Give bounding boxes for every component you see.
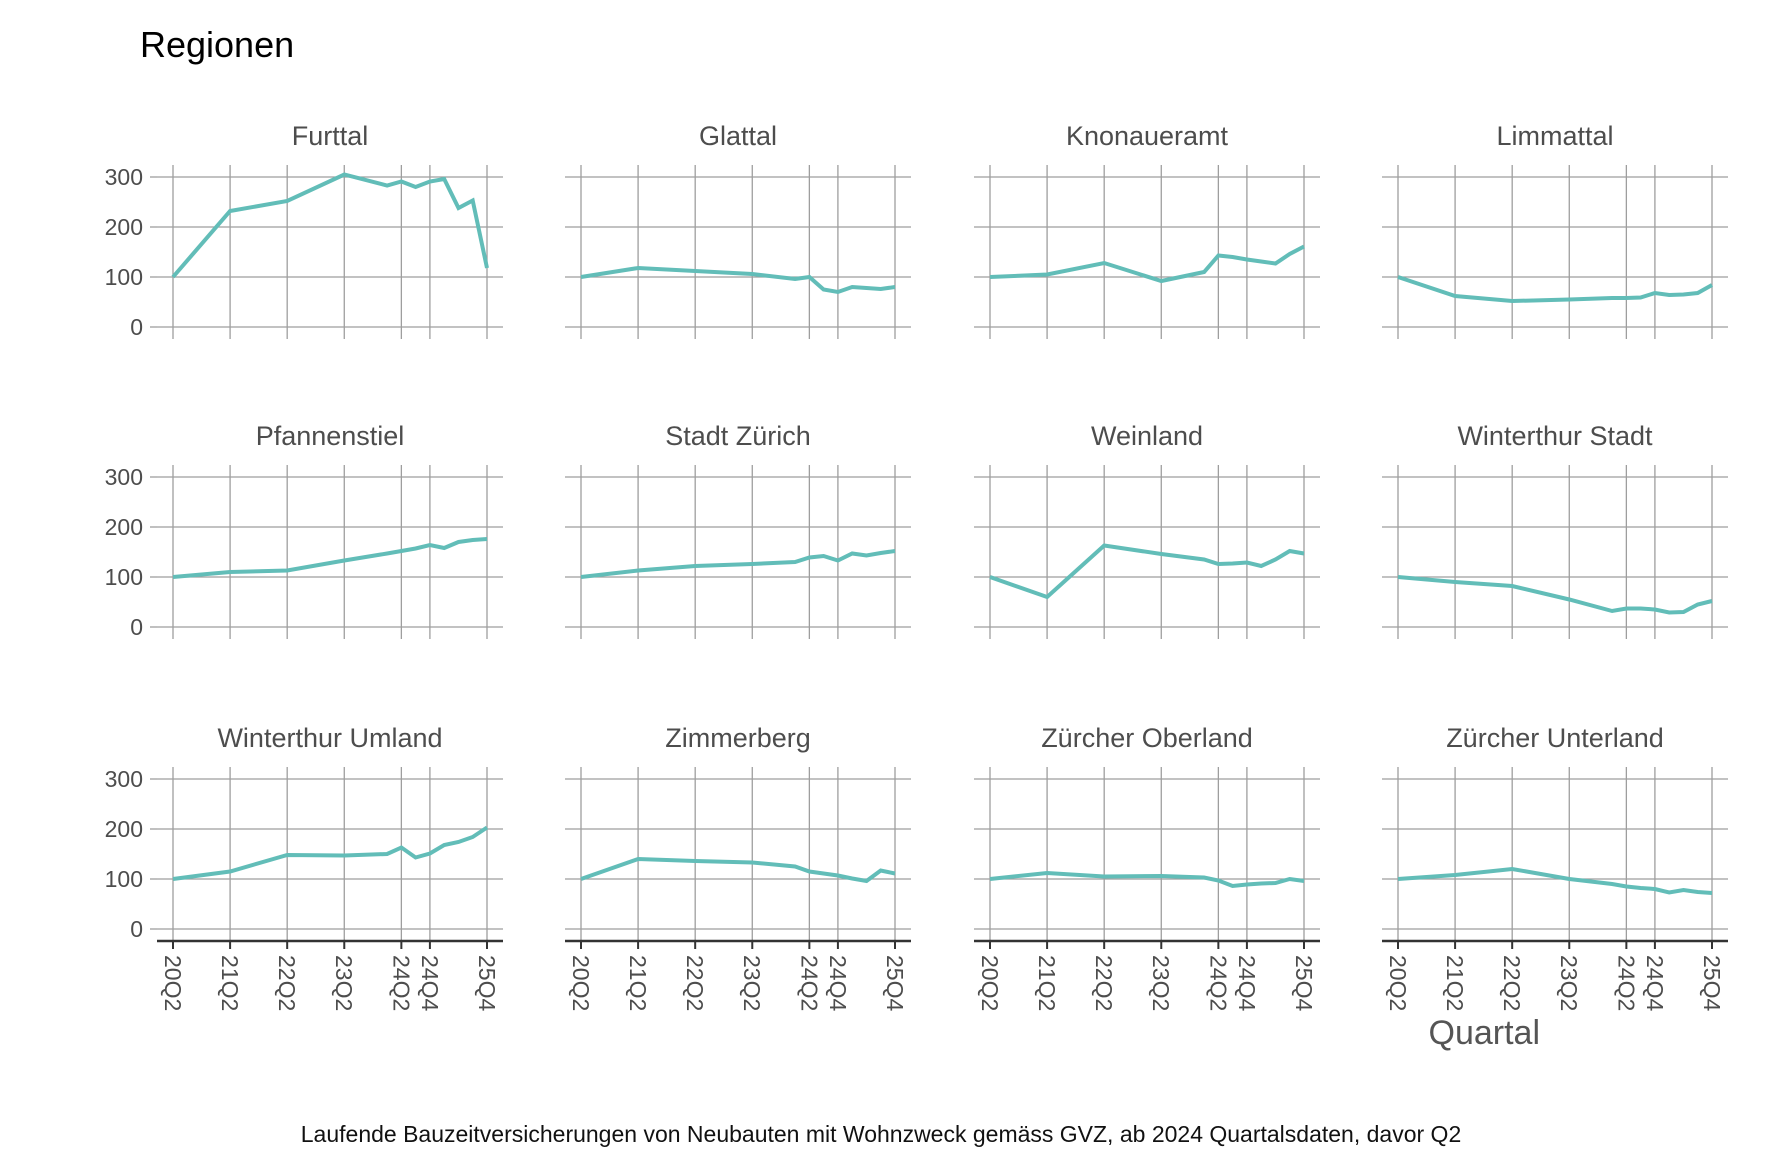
facet-panel: Glattal bbox=[565, 121, 911, 339]
facet-panel: Winterthur Umland 0 100 200 300 20Q2 21Q2 22Q2 2… bbox=[105, 723, 503, 1011]
facet-title: Winterthur Stadt bbox=[1457, 421, 1653, 451]
series-line bbox=[1397, 275, 1713, 304]
y-tick-label: 200 bbox=[105, 514, 143, 540]
series-line bbox=[580, 265, 896, 295]
series-line bbox=[989, 543, 1305, 600]
facet-title: Zimmerberg bbox=[665, 723, 811, 753]
y-tick-label: 100 bbox=[105, 264, 143, 290]
figure-title: Regionen bbox=[140, 24, 295, 65]
x-tick-label: 23Q2 bbox=[1148, 955, 1174, 1011]
facet-panel: Knonaueramt bbox=[974, 121, 1320, 339]
facet-panel: Stadt Zürich bbox=[565, 421, 911, 639]
x-tick-label: 20Q2 bbox=[1385, 955, 1411, 1011]
x-tick-label: 21Q2 bbox=[1442, 955, 1468, 1011]
x-tick-label: 23Q2 bbox=[1556, 955, 1582, 1011]
x-axis-title: Quartal bbox=[1428, 1014, 1541, 1052]
x-tick-label: 24Q4 bbox=[825, 955, 851, 1011]
x-tick-label: 23Q2 bbox=[331, 955, 357, 1011]
x-tick-label: 22Q2 bbox=[274, 955, 300, 1011]
x-tick-label: 24Q4 bbox=[417, 955, 443, 1011]
x-tick-label: 21Q2 bbox=[625, 955, 651, 1011]
facet-title: Zürcher Unterland bbox=[1446, 723, 1664, 753]
x-tick-label: 24Q2 bbox=[1205, 955, 1231, 1011]
x-tick-label: 25Q4 bbox=[1291, 955, 1317, 1011]
x-tick-label: 21Q2 bbox=[1034, 955, 1060, 1011]
x-tick-label: 25Q4 bbox=[1699, 955, 1725, 1011]
x-tick-label: 22Q2 bbox=[1499, 955, 1525, 1011]
y-tick-label: 200 bbox=[105, 214, 143, 240]
x-tick-label: 24Q2 bbox=[1613, 955, 1639, 1011]
series-line bbox=[172, 537, 488, 579]
facet-panel: Winterthur Stadt bbox=[1382, 421, 1728, 639]
series-line bbox=[171, 172, 489, 279]
y-tick-label: 0 bbox=[130, 314, 143, 340]
x-tick-label: 24Q2 bbox=[388, 955, 414, 1011]
y-tick-label: 200 bbox=[105, 816, 143, 842]
y-tick-label: 0 bbox=[130, 916, 143, 942]
x-tick-label: 21Q2 bbox=[217, 955, 243, 1011]
x-tick-label: 20Q2 bbox=[977, 955, 1003, 1011]
y-tick-label: 300 bbox=[105, 464, 143, 490]
series-line bbox=[989, 244, 1305, 284]
facet-title: Limmattal bbox=[1496, 121, 1613, 151]
x-tick-label: 22Q2 bbox=[1091, 955, 1117, 1011]
x-tick-label: 25Q4 bbox=[882, 955, 908, 1011]
y-tick-label: 0 bbox=[130, 614, 143, 640]
facet-title: Zürcher Oberland bbox=[1041, 723, 1253, 753]
x-tick-label: 24Q4 bbox=[1642, 955, 1668, 1011]
x-tick-label: 20Q2 bbox=[568, 955, 594, 1011]
series-line bbox=[580, 856, 896, 884]
x-tick-label: 20Q2 bbox=[160, 955, 186, 1011]
facet-panel: Zimmerberg 20Q2 21Q2 22Q2 23Q2 24Q2 24Q4 25Q4 bbox=[565, 723, 911, 1011]
facet-title: Glattal bbox=[699, 121, 777, 151]
facet-panel: Zürcher Unterland 20Q2 21Q2 22Q2 23Q2 24Q2 24Q… bbox=[1382, 723, 1728, 1011]
series-line bbox=[1397, 866, 1713, 895]
y-tick-label: 100 bbox=[105, 866, 143, 892]
facet-title: Stadt Zürich bbox=[665, 421, 811, 451]
facet-panel: Pfannenstiel 0 100 200 300 bbox=[105, 421, 503, 640]
figure-caption: Laufende Bauzeitversicherungen von Neuba… bbox=[300, 1121, 1462, 1147]
x-tick-label: 25Q4 bbox=[474, 955, 500, 1011]
y-tick-label: 300 bbox=[105, 164, 143, 190]
x-tick-label: 23Q2 bbox=[739, 955, 765, 1011]
x-tick-label: 24Q2 bbox=[796, 955, 822, 1011]
series-line bbox=[172, 825, 489, 881]
facet-panel: Furttal 0 100 200 300 bbox=[105, 121, 503, 340]
facet-title: Pfannenstiel bbox=[256, 421, 405, 451]
facet-title: Weinland bbox=[1091, 421, 1203, 451]
x-tick-label: 22Q2 bbox=[682, 955, 708, 1011]
facet-title: Furttal bbox=[292, 121, 369, 151]
facet-panel: Zürcher Oberland 20Q2 21Q2 22Q2 23Q2 24Q2 24Q4… bbox=[974, 723, 1320, 1011]
series-line bbox=[1397, 575, 1713, 615]
y-tick-label: 300 bbox=[105, 766, 143, 792]
series-line bbox=[989, 870, 1305, 889]
facet-panel: Weinland bbox=[974, 421, 1320, 639]
facet-title: Knonaueramt bbox=[1066, 121, 1229, 151]
series-line bbox=[580, 549, 896, 579]
facet-title: Winterthur Umland bbox=[217, 723, 442, 753]
facet-panel: Limmattal bbox=[1382, 121, 1728, 339]
y-tick-label: 100 bbox=[105, 564, 143, 590]
x-tick-label: 24Q4 bbox=[1234, 955, 1260, 1011]
